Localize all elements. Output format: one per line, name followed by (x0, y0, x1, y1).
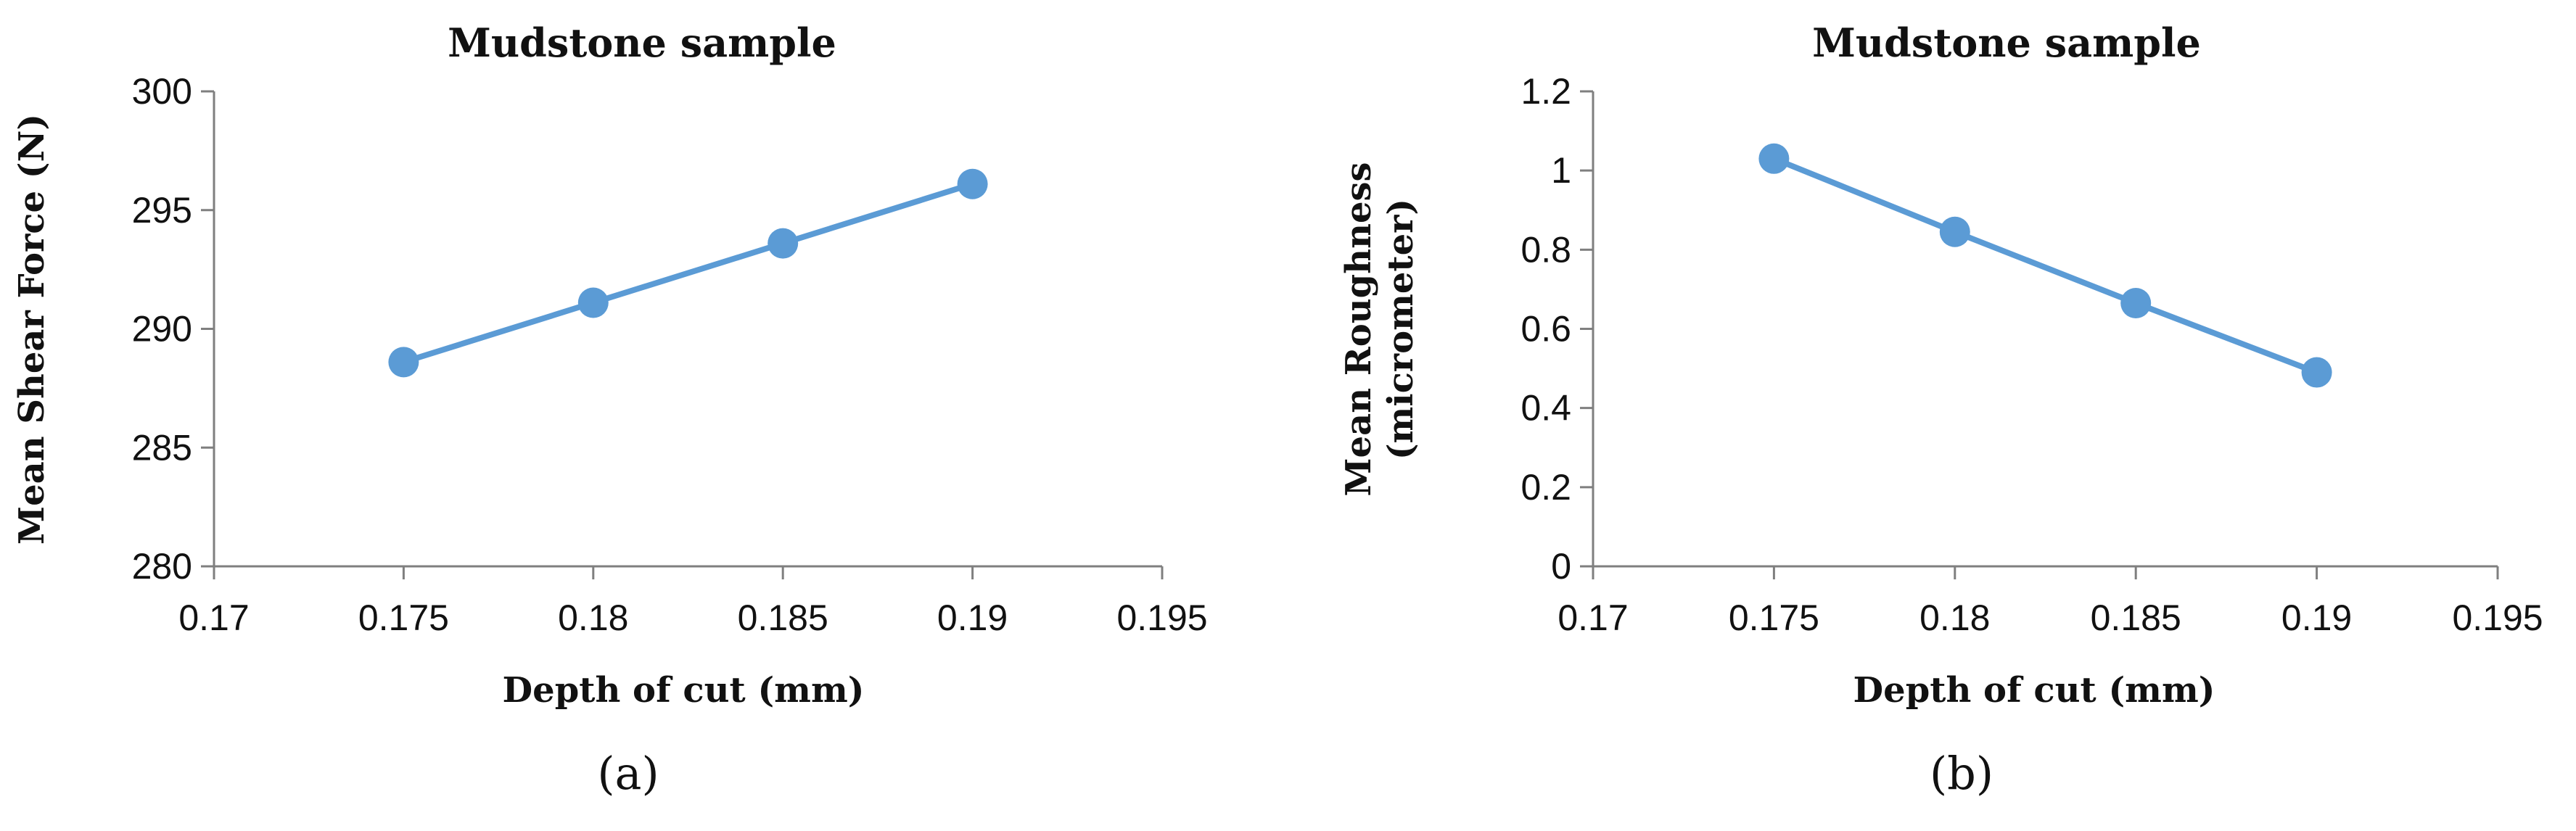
series-line (400, 181, 976, 365)
data-point (577, 287, 609, 318)
x-tick-label: 0.185 (2091, 598, 2181, 638)
chart-panel-b: Mudstone sample 0 0.2 0.4 0.6 0.8 1 1.2 0.17 0.17… (1338, 20, 2543, 800)
x-tick-label: 0.18 (1919, 598, 1990, 638)
chart-title: Mudstone sample (448, 20, 836, 66)
y-tick-label: 0.4 (1521, 388, 1571, 429)
y-tick-label: 0.6 (1521, 309, 1571, 350)
data-point (1758, 143, 1790, 174)
y-tick-label: 295 (132, 190, 192, 231)
data-point (388, 347, 419, 378)
x-tick-label: 0.17 (1557, 598, 1628, 638)
x-tick-label: 0.175 (1729, 598, 1819, 638)
y-tick-label: 0.2 (1521, 467, 1571, 508)
x-tick-label: 0.195 (1116, 598, 1207, 638)
x-tick-label: 0.17 (178, 598, 249, 638)
x-tick-label: 0.195 (2452, 598, 2543, 638)
x-axis-label: Depth of cut (mm) (503, 670, 865, 711)
y-tick-label: 290 (132, 309, 192, 350)
x-axis-label: Depth of cut (mm) (1853, 670, 2215, 711)
y-axis-label-line: Mean Roughness (1338, 162, 1379, 496)
chart-title: Mudstone sample (1812, 20, 2201, 66)
y-tick-label: 300 (132, 71, 192, 112)
y-axis-label-line: (micrometer) (1380, 199, 1421, 460)
panel-label: (a) (597, 747, 659, 800)
chart-panel-a: Mudstone sample 280 285 290 295 300 0.17 0.175 0… (12, 20, 1208, 800)
y-tick-label: 0 (1551, 546, 1571, 587)
series-line (1771, 155, 2320, 376)
x-tick-label: 0.185 (738, 598, 828, 638)
data-point (1939, 216, 1970, 247)
x-tick-label: 0.175 (358, 598, 449, 638)
data-point (2301, 357, 2332, 388)
data-point (768, 228, 799, 259)
x-tick-label: 0.19 (2281, 598, 2352, 638)
panel-label: (b) (1930, 747, 1993, 800)
y-axis-label: Mean Shear Force (N) (12, 114, 52, 545)
y-tick-label: 280 (132, 546, 192, 587)
y-tick-label: 1 (1551, 150, 1571, 191)
y-tick-label: 285 (132, 427, 192, 468)
y-tick-label: 0.8 (1521, 229, 1571, 270)
data-point (2120, 288, 2152, 319)
y-tick-label: 1.2 (1521, 71, 1571, 112)
data-point (957, 168, 988, 199)
x-tick-label: 0.19 (937, 598, 1008, 638)
x-tick-label: 0.18 (558, 598, 628, 638)
